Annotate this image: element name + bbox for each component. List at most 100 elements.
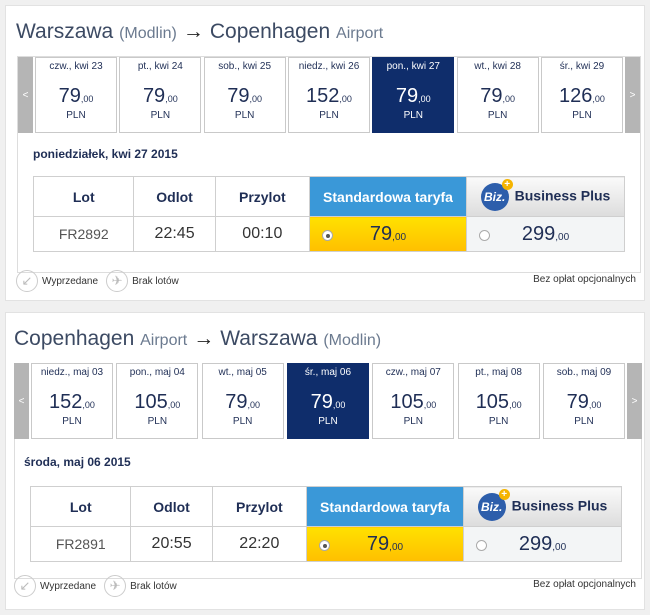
day-price: 105,00 <box>475 391 522 413</box>
col-arrival: Przylot <box>214 176 311 217</box>
prev-week-button[interactable]: < <box>18 57 33 133</box>
arrow-icon: → <box>193 327 215 350</box>
date-label: pon., kwi 27 <box>386 61 440 72</box>
no-flights-icon: ✈ <box>104 575 127 597</box>
fees-note: Bez opłat opcjonalnych <box>533 274 636 285</box>
business-plus-radio[interactable] <box>479 230 490 241</box>
date-tab[interactable]: sob., maj 09 79,00 PLN <box>542 363 625 439</box>
biz-plus-logo: Biz. <box>480 178 513 211</box>
day-price: 79,00 <box>395 85 431 107</box>
day-price: 126,00 <box>559 85 605 107</box>
day-price: 152,00 <box>306 85 352 107</box>
date-tab[interactable]: śr., maj 06 79,00 PLN <box>286 363 369 439</box>
date-tab[interactable]: czw., maj 07 105,00 PLN <box>372 363 455 439</box>
currency: PLN <box>66 110 86 121</box>
departure-time: 20:55 <box>130 526 213 562</box>
business-plus-option[interactable]: 299,00 <box>466 216 625 252</box>
outbound-flight-panel: Warszawa (Modlin) → Copenhagen Airport < c… <box>5 5 645 301</box>
prev-week-button[interactable]: < <box>14 363 29 439</box>
col-departure: Odlot <box>133 176 216 217</box>
standard-fare-option[interactable]: 79,00 <box>309 216 467 252</box>
flight-table: Lot Odlot Przylot Standardowa taryfa Biz… <box>29 486 622 562</box>
date-label: pt., kwi 24 <box>137 61 183 72</box>
currency: PLN <box>574 416 594 427</box>
currency: PLN <box>572 110 592 121</box>
date-tab[interactable]: pt., kwi 24 79,00 PLN <box>119 57 202 133</box>
col-standard-fare: Standardowa taryfa <box>309 176 467 217</box>
day-price: 105,00 <box>390 391 437 413</box>
flight-number: FR2892 <box>32 216 135 252</box>
return-flight-panel: Copenhagen Airport → Warszawa (Modlin) < n… <box>5 312 645 610</box>
standard-fare-radio[interactable] <box>322 230 333 241</box>
currency: PLN <box>403 416 424 427</box>
route-title: Copenhagen Airport → Warszawa (Modlin) <box>14 327 382 350</box>
date-label: sob., kwi 25 <box>218 61 272 72</box>
day-price: 105,00 <box>134 391 181 413</box>
date-label: czw., kwi 23 <box>49 61 103 72</box>
no-flights-icon: ✈ <box>106 270 129 292</box>
legend: ↙ Wyprzedane ✈ Brak lotów <box>16 270 187 292</box>
date-label: śr., kwi 29 <box>559 61 605 72</box>
day-price: 79,00 <box>142 85 178 107</box>
route-title: Warszawa (Modlin) → Copenhagen Airport <box>16 20 384 43</box>
currency: PLN <box>62 416 82 427</box>
date-label: wt., maj 05 <box>218 367 267 378</box>
date-label: niedz., maj 03 <box>40 367 104 378</box>
day-price: 79,00 <box>58 85 94 107</box>
date-tab[interactable]: czw., kwi 23 79,00 PLN <box>35 57 117 133</box>
date-tab[interactable]: pon., kwi 27 79,00 PLN <box>372 57 455 133</box>
table-row: FR2892 22:45 00:10 79,00 299,00 <box>32 216 625 252</box>
currency: PLN <box>150 110 171 121</box>
col-flight: Lot <box>29 486 132 527</box>
business-plus-radio[interactable] <box>476 540 487 551</box>
date-strip: < czw., kwi 23 79,00 PLN pt., kwi 24 79,… <box>18 57 640 133</box>
col-standard-fare: Standardowa taryfa <box>306 486 464 527</box>
col-flight: Lot <box>32 176 135 217</box>
date-label: śr., maj 06 <box>304 367 352 378</box>
arrow-icon: → <box>182 20 204 43</box>
selected-date: środa, maj 06 2015 <box>24 455 131 469</box>
currency: PLN <box>488 416 509 427</box>
date-tab[interactable]: śr., kwi 29 126,00 PLN <box>540 57 623 133</box>
date-tab[interactable]: wt., maj 05 79,00 PLN <box>201 363 284 439</box>
next-week-button[interactable]: > <box>627 363 642 439</box>
col-departure: Odlot <box>130 486 213 527</box>
col-business-plus: Biz.Business Plus <box>466 176 625 217</box>
selected-date: poniedziałek, kwi 27 2015 <box>33 147 178 161</box>
fare-box: < niedz., maj 03 152,00 PLN pon., maj 04… <box>14 363 642 439</box>
day-price: 79,00 <box>310 391 346 413</box>
fees-note: Bez opłat opcjonalnych <box>533 579 636 590</box>
currency: PLN <box>487 110 508 121</box>
business-plus-option[interactable]: 299,00 <box>463 526 622 562</box>
date-label: sob., maj 09 <box>556 367 612 378</box>
date-tab[interactable]: pt., maj 08 105,00 PLN <box>457 363 540 439</box>
next-week-button[interactable]: > <box>625 57 640 133</box>
flight-table: Lot Odlot Przylot Standardowa taryfa Biz… <box>32 176 625 252</box>
date-tab[interactable]: wt., kwi 28 79,00 PLN <box>456 57 539 133</box>
date-label: czw., maj 07 <box>385 367 441 378</box>
date-tab[interactable]: pon., maj 04 105,00 PLN <box>116 363 199 439</box>
date-tab[interactable]: sob., kwi 25 79,00 PLN <box>203 57 286 133</box>
date-tab[interactable]: niedz., kwi 26 152,00 PLN <box>287 57 370 133</box>
date-label: niedz., kwi 26 <box>298 61 360 72</box>
standard-fare-radio[interactable] <box>319 540 330 551</box>
date-label: pon., maj 04 <box>129 367 185 378</box>
day-price: 79,00 <box>225 391 261 413</box>
table-row: FR2891 20:55 22:20 79,00 299,00 <box>29 526 622 562</box>
arrival-time: 22:20 <box>211 526 308 562</box>
currency: PLN <box>318 416 338 427</box>
date-label: pt., maj 08 <box>475 367 522 378</box>
date-label: wt., kwi 28 <box>474 61 521 72</box>
currency: PLN <box>234 110 255 121</box>
col-arrival: Przylot <box>211 486 308 527</box>
standard-fare-option[interactable]: 79,00 <box>306 526 464 562</box>
sold-out-icon: ↙ <box>16 270 38 292</box>
arrival-time: 00:10 <box>214 216 311 252</box>
day-price: 152,00 <box>49 391 95 413</box>
sold-out-icon: ↙ <box>14 575 36 597</box>
currency: PLN <box>403 110 424 121</box>
currency: PLN <box>232 416 253 427</box>
date-tab[interactable]: niedz., maj 03 152,00 PLN <box>31 363 113 439</box>
day-price: 79,00 <box>480 85 516 107</box>
day-price: 79,00 <box>566 391 602 413</box>
